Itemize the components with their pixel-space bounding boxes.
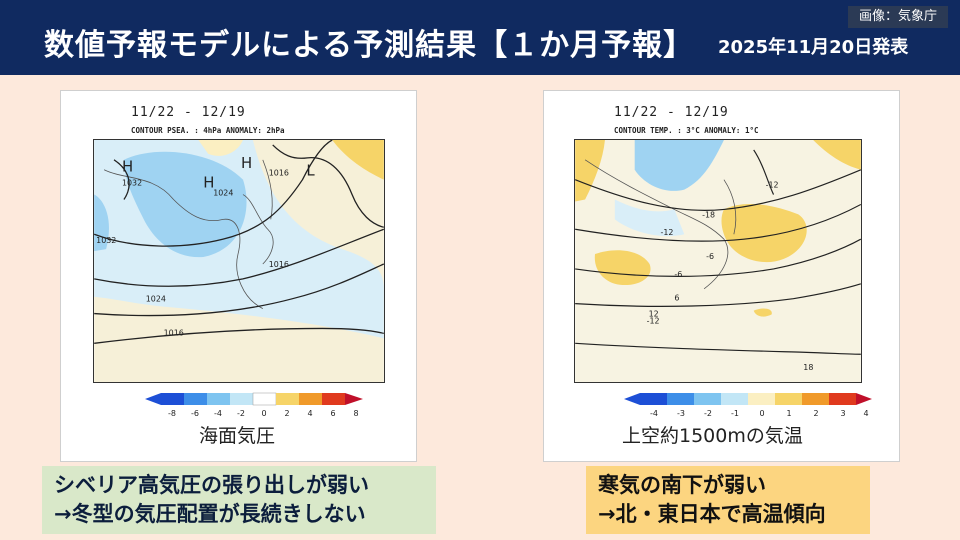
temperature-map: -12 -18 -12 -6 -6 -12 6 12 18 <box>574 139 862 383</box>
tick-label: -1 <box>731 409 739 418</box>
tick-label: 4 <box>863 409 869 418</box>
isotherm-value: -6 <box>706 252 714 261</box>
isotherm-value: 12 <box>649 310 659 319</box>
issue-date: 2025年11月20日発表 <box>718 37 909 58</box>
tick-label: -2 <box>704 409 712 418</box>
isotherm-value: -12 <box>647 316 660 325</box>
contour-legend-text: CONTOUR TEMP. : 3°C ANOMALY: 1°C <box>614 126 759 135</box>
isotherm-value: -6 <box>674 270 682 279</box>
isotherm-value: -18 <box>702 210 715 219</box>
tick-label: -8 <box>168 409 176 418</box>
pressure-map: H H H L 1032 1024 1032 1016 1024 1016 10… <box>93 139 385 383</box>
tick-label: -3 <box>677 409 685 418</box>
isotherm-value: 6 <box>674 294 679 303</box>
isotherm-value: -12 <box>766 181 779 190</box>
tick-label: -4 <box>650 409 658 418</box>
isotherm-value: 18 <box>803 363 813 372</box>
note-line: →冬型の気圧配置が長続きしない <box>54 502 366 526</box>
low-pressure-label: L <box>306 162 315 180</box>
temperature-map-panel: 11/22 - 12/19 CONTOUR TEMP. : 3°C ANOMAL… <box>543 90 900 462</box>
isobar-value: 1032 <box>122 179 142 188</box>
tick-label: 4 <box>307 409 313 418</box>
tick-label: 3 <box>840 409 846 418</box>
temperature-colorbar <box>624 393 872 405</box>
isobar-value: 1016 <box>164 328 184 337</box>
pressure-map-caption: 海面気圧 <box>199 425 276 447</box>
image-credit: 画像：気象庁 <box>848 6 948 28</box>
isotherm-value: -12 <box>660 228 673 237</box>
note-line: 寒気の南下が弱い <box>598 473 766 497</box>
header-bar: 数値予報モデルによる予測結果【１か月予報】 2025年11月20日発表 画像：気… <box>0 0 960 75</box>
tick-label: 1 <box>786 409 792 418</box>
tick-label: -4 <box>214 409 222 418</box>
high-pressure-label: H <box>122 158 133 176</box>
tick-label: 0 <box>261 409 267 418</box>
isobar-value: 1024 <box>213 189 233 198</box>
temperature-map-caption: 上空約1500mの気温 <box>622 425 803 447</box>
page-title: 数値予報モデルによる予測結果【１か月予報】 <box>44 28 695 63</box>
tick-label: 2 <box>813 409 819 418</box>
forecast-period: 11/22 - 12/19 <box>614 105 729 120</box>
high-pressure-label: H <box>241 154 252 172</box>
tick-label: 8 <box>353 409 359 418</box>
isobar-value: 1032 <box>96 236 116 245</box>
pressure-colorbar <box>145 392 363 406</box>
temperature-summary-note: 寒気の南下が弱い →北・東日本で高温傾向 <box>586 466 870 534</box>
note-line: →北・東日本で高温傾向 <box>598 502 826 526</box>
forecast-period: 11/22 - 12/19 <box>131 105 246 120</box>
isobar-value: 1024 <box>146 295 166 304</box>
pressure-summary-note: シベリア高気圧の張り出しが弱い →冬型の気圧配置が長続きしない <box>42 466 436 534</box>
tick-label: -2 <box>237 409 245 418</box>
isobar-value: 1016 <box>269 260 289 269</box>
tick-label: 0 <box>759 409 765 418</box>
note-line: シベリア高気圧の張り出しが弱い <box>54 473 369 497</box>
contour-legend-text: CONTOUR PSEA. : 4hPa ANOMALY: 2hPa <box>131 126 285 135</box>
isobar-value: 1016 <box>269 169 289 178</box>
pressure-map-panel: 11/22 - 12/19 CONTOUR PSEA. : 4hPa ANOMA… <box>60 90 417 462</box>
tick-label: 6 <box>330 409 336 418</box>
high-pressure-label: H <box>203 174 214 192</box>
tick-label: 2 <box>284 409 290 418</box>
tick-label: -6 <box>191 409 199 418</box>
